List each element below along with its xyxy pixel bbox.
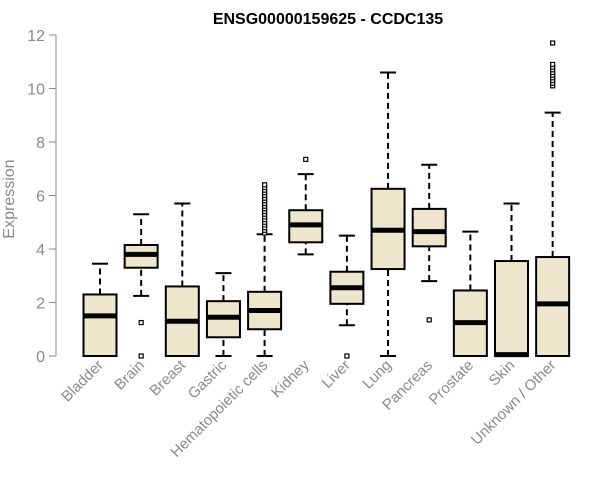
box-hematopoietic-cells — [247, 182, 283, 357]
box-unknown-other — [535, 40, 571, 357]
x-category-label: Lung — [359, 357, 395, 393]
box-skin — [494, 202, 529, 358]
x-category-label: Liver — [319, 357, 354, 392]
outlier-point — [550, 61, 556, 68]
iqr-box — [411, 207, 447, 248]
x-category-label: Prostate — [426, 357, 478, 409]
outlier-point — [303, 156, 309, 162]
outlier-point — [550, 40, 556, 46]
iqr-box — [494, 260, 529, 358]
y-axis: 0 2 4 6 8 10 12 — [27, 28, 57, 366]
outlier-point — [262, 182, 268, 188]
x-category-label: Bladder — [58, 357, 107, 406]
iqr-box — [82, 293, 118, 358]
y-tick-label: 2 — [36, 296, 45, 313]
chart-title: ENSG00000159625 - CCDC135 — [213, 11, 443, 28]
box-brain — [123, 213, 159, 359]
outlier-point — [138, 319, 144, 326]
box-kidney — [288, 156, 324, 256]
y-tick-label: 8 — [36, 135, 45, 152]
box-liver — [329, 234, 365, 359]
y-tick-label: 10 — [27, 82, 45, 99]
y-tick-label: 4 — [36, 242, 45, 259]
box-pancreas — [411, 163, 447, 323]
y-tick-label: 6 — [36, 189, 45, 206]
box-breast — [164, 202, 200, 358]
x-category-label: Breast — [146, 356, 189, 399]
box-bladder — [82, 262, 118, 358]
box-series — [82, 40, 571, 359]
iqr-box — [535, 256, 571, 357]
x-category-label: Kidney — [268, 356, 313, 401]
y-axis-label: Expression — [1, 159, 18, 238]
outlier-point — [426, 317, 432, 323]
box-lung — [370, 71, 406, 357]
y-tick-label: 0 — [36, 349, 45, 366]
y-tick-label: 12 — [27, 28, 45, 45]
outlier-point — [138, 353, 144, 359]
box-prostate — [452, 230, 488, 357]
x-category-label: Brain — [111, 357, 148, 394]
outlier-point — [344, 353, 350, 359]
box-gastric — [205, 272, 241, 357]
x-category-label: Skin — [486, 357, 519, 390]
